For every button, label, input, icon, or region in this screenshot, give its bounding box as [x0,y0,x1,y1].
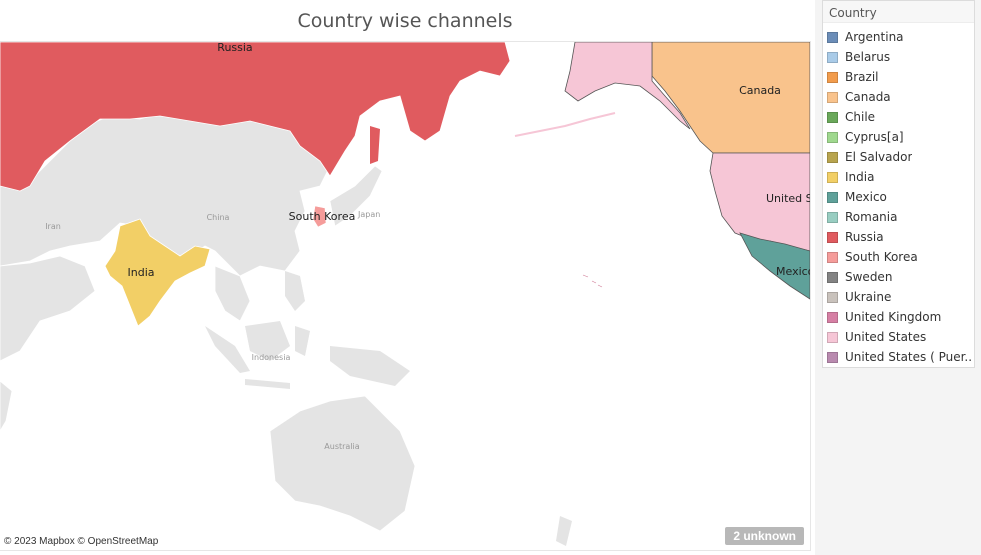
legend-item[interactable]: Russia [823,227,974,247]
legend-item[interactable]: United Kingdom [823,307,974,327]
map-canvas[interactable]: Russia Canada India South Korea Japan Un… [0,42,810,550]
map-attribution[interactable]: © 2023 Mapbox © OpenStreetMap [4,536,159,547]
legend-swatch [827,51,838,63]
legend-item[interactable]: Romania [823,207,974,227]
legend-label: Canada [845,90,891,104]
canada-region[interactable] [651,42,810,154]
legend-item[interactable]: Cyprus[a] [823,127,974,147]
map-label-canada: Canada [739,84,781,97]
legend-swatch [827,291,838,303]
color-legend[interactable]: Country Argentina Belarus Brazil Canada Chil… [822,0,975,368]
asia-landmass [0,100,331,277]
legend-item[interactable]: Brazil [823,67,974,87]
legend-item[interactable]: Mexico [823,187,974,207]
legend-item[interactable]: United States [823,327,974,347]
legend-title: Country [823,1,974,23]
indonesia-island-sumatra [205,326,250,373]
map-label-russia: Russia [217,42,252,54]
legend-item[interactable]: Canada [823,87,974,107]
legend-swatch [827,311,838,323]
indonesia-island-sulawesi [295,326,310,356]
legend-item[interactable]: United States ( Puer.. [823,347,974,367]
indonesia-island-borneo [245,321,290,361]
map-area[interactable]: Russia Canada India South Korea Japan Un… [0,41,811,551]
alaska-region[interactable] [564,42,691,130]
map-label-iran: Iran [45,222,61,231]
new-guinea-island [330,346,410,386]
map-label-australia: Australia [324,442,359,451]
legend-swatch [827,271,838,283]
legend-list: Argentina Belarus Brazil Canada Chile Cyprus[… [823,23,974,367]
legend-item[interactable]: South Korea [823,247,974,267]
map-label-indonesia: Indonesia [252,353,291,362]
legend-item[interactable]: El Salvador [823,147,974,167]
legend-label: United States [845,330,927,344]
legend-item[interactable]: Ukraine [823,287,974,307]
hawaii-islands [582,274,603,288]
middle-east-landmass [0,255,96,362]
aleutian-islands [514,112,616,137]
legend-label: United Kingdom [845,310,942,324]
legend-swatch [827,71,838,83]
southeast-asia-landmass [214,265,251,322]
legend-label: Russia [845,230,884,244]
legend-swatch [827,151,838,163]
chart-title: Country wise channels [297,10,513,32]
legend-item[interactable]: Sweden [823,267,974,287]
legend-swatch [827,251,838,263]
legend-item[interactable]: Chile [823,107,974,127]
legend-label: Belarus [845,50,891,64]
legend-label: Cyprus[a] [845,130,904,144]
map-label-india: India [128,266,155,279]
legend-label: India [845,170,875,184]
legend-label: Brazil [845,70,879,84]
legend-label: El Salvador [845,150,913,164]
legend-label: United States ( Puer.. [845,350,973,364]
legend-label: Romania [845,210,898,224]
legend-swatch [827,231,838,243]
australia-landmass [269,395,416,532]
legend-label: Sweden [845,270,893,284]
russia-sakhalin [370,126,380,164]
legend-label: Argentina [845,30,904,44]
map-label-japan: Japan [357,210,380,219]
unknown-badge[interactable]: 2 unknown [725,527,804,545]
legend-swatch [827,111,838,123]
legend-swatch [827,91,838,103]
legend-swatch [827,191,838,203]
legend-swatch [827,131,838,143]
japan-islands [329,165,383,227]
new-zealand-island [556,516,572,546]
philippines-islands [285,271,305,311]
indonesia-island-java [245,379,290,389]
mexico-region[interactable] [739,232,810,300]
south-korea-region[interactable] [312,205,327,228]
africa-edge-landmass [0,380,13,432]
map-label-united-states: United S [766,192,810,205]
legend-item[interactable]: Belarus [823,47,974,67]
legend-swatch [827,351,838,363]
russia-region[interactable] [0,42,511,192]
legend-item[interactable]: India [823,167,974,187]
legend-swatch [827,331,838,343]
map-label-south-korea: South Korea [289,210,356,223]
legend-label: Mexico [845,190,887,204]
legend-swatch [827,211,838,223]
legend-item[interactable]: Argentina [823,27,974,47]
legend-label: Ukraine [845,290,892,304]
map-label-china: China [207,213,230,222]
legend-swatch [827,171,838,183]
legend-swatch [827,31,838,43]
india-region[interactable] [104,218,211,327]
map-label-mexico: Mexico [776,265,810,278]
legend-label: Chile [845,110,876,124]
legend-label: South Korea [845,250,918,264]
